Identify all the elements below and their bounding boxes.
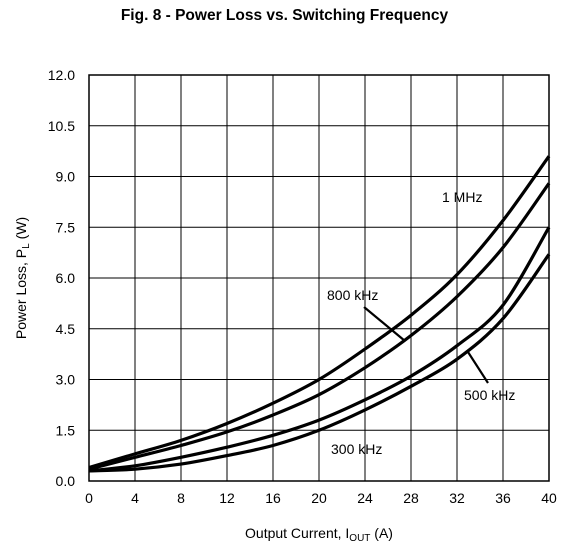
series-label-500-khz: 500 kHz [464, 387, 515, 403]
x-tick-label: 0 [85, 490, 93, 506]
x-tick-label: 8 [177, 490, 185, 506]
x-tick-label: 24 [357, 490, 373, 506]
y-tick-label: 3.0 [56, 372, 76, 388]
y-tick-label: 4.5 [56, 321, 76, 337]
series-labels: 1 MHz 800 kHz 500 kHz 300 kHz [327, 189, 515, 457]
plot-frame [88, 74, 550, 482]
x-tick-label: 4 [131, 490, 139, 506]
series-line-800-khz [88, 182, 551, 471]
series-lines [88, 155, 551, 473]
y-tick-label: 12.0 [48, 67, 75, 83]
y-tick-label: 7.5 [56, 219, 76, 235]
series-label-1-mhz: 1 MHz [442, 189, 482, 205]
y-tick-label: 10.5 [48, 118, 75, 134]
series-line-1-mhz [88, 155, 551, 470]
x-tick-label: 28 [403, 490, 419, 506]
series-line-300-khz [88, 253, 551, 473]
x-tick-label: 20 [311, 490, 327, 506]
y-axis-label: Power Loss, PL (W) [13, 217, 32, 339]
series-label-300-khz: 300 kHz [331, 441, 382, 457]
y-tick-label: 6.0 [56, 270, 76, 286]
x-axis-label: Output Current, IOUT (A) [245, 525, 393, 544]
x-tick-label: 40 [541, 490, 557, 506]
series-line-500-khz [88, 226, 551, 473]
x-tick-label: 36 [495, 490, 511, 506]
chart-title: Fig. 8 - Power Loss vs. Switching Freque… [120, 7, 449, 24]
y-tick-label: 1.5 [56, 422, 76, 438]
tick-labels: 0 4 8 12 16 20 24 28 32 36 40 0.0 1.5 3.0 4.5 6.0 7.5 9.0… [48, 67, 557, 506]
y-tick-label: 0.0 [56, 473, 76, 489]
series-label-800-khz: 800 kHz [327, 287, 378, 303]
axis-labels: Output Current, IOUT (A) Power Loss, PL (… [13, 217, 393, 544]
x-tick-label: 32 [449, 490, 465, 506]
leader-line-500-khz [467, 351, 489, 384]
x-tick-label: 12 [219, 490, 235, 506]
x-tick-label: 16 [265, 490, 281, 506]
leader-line-800-khz [363, 306, 406, 342]
y-tick-label: 9.0 [56, 169, 76, 185]
